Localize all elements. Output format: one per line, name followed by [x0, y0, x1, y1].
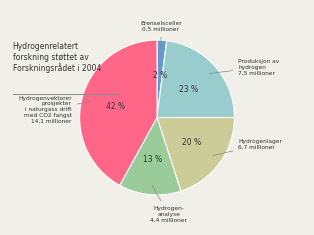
Wedge shape: [120, 118, 181, 195]
Text: 20 %: 20 %: [182, 138, 201, 147]
Text: Brenselsceller
0,5 millioner: Brenselsceller 0,5 millioner: [140, 21, 182, 49]
Wedge shape: [157, 40, 167, 117]
Text: 2 %: 2 %: [153, 70, 167, 79]
Text: Hydrogenlager
6,7 millioner: Hydrogenlager 6,7 millioner: [213, 139, 282, 156]
Text: Hydrogen-
analyse
4,4 millioner: Hydrogen- analyse 4,4 millioner: [150, 185, 187, 223]
Text: Hydrogenrelatert
forskning støttet av
Forskningsrådet i 2004: Hydrogenrelatert forskning støttet av Fo…: [13, 42, 101, 73]
Wedge shape: [79, 40, 157, 185]
Wedge shape: [157, 118, 235, 191]
Text: 13 %: 13 %: [143, 155, 163, 164]
Text: 42 %: 42 %: [106, 102, 125, 111]
Text: 23 %: 23 %: [179, 85, 198, 94]
Text: Produksjon av
hydrogen
7,5 millioner: Produksjon av hydrogen 7,5 millioner: [209, 59, 279, 75]
Text: Hydrogenvektorer
prosjekter
i naturgass drift
med CO2 fangst
14,1 millioner: Hydrogenvektorer prosjekter i naturgass …: [18, 96, 90, 124]
Wedge shape: [157, 41, 235, 118]
